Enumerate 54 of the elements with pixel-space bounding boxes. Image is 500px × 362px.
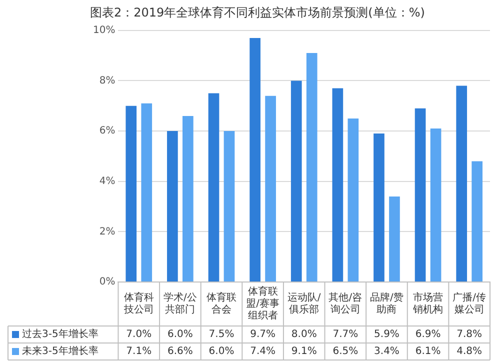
- x-tick-label: 其他/咨询公司: [328, 292, 362, 316]
- bar: [141, 103, 152, 282]
- y-tick-label: 0%: [99, 276, 116, 288]
- y-tick-label: 6%: [99, 126, 116, 137]
- bar: [182, 116, 194, 282]
- chart-title: 图表2：2019年全球体育不同利益实体市场前景预测(单位：%): [90, 5, 425, 20]
- x-tick-label: 广播/传媒公司: [452, 292, 486, 316]
- bar: [389, 196, 400, 282]
- data-label: 7.1%: [126, 346, 152, 358]
- bar: [306, 53, 318, 282]
- data-label: 6.6%: [167, 346, 193, 358]
- bar: [250, 38, 260, 282]
- x-tick-label: 学术/公共部门: [164, 292, 197, 316]
- data-label: 6.5%: [332, 346, 358, 358]
- data-label: 4.8%: [456, 346, 482, 358]
- y-tick-label: 2%: [99, 226, 116, 238]
- bar: [456, 86, 468, 282]
- bar: [472, 161, 483, 282]
- data-label: 8.0%: [291, 329, 317, 340]
- bar: [348, 118, 359, 282]
- data-label: 7.7%: [332, 329, 358, 340]
- data-label: 7.8%: [456, 329, 482, 340]
- data-label: 9.7%: [250, 329, 276, 340]
- x-tick-label: 体育联盟/赛事组织者: [246, 286, 280, 322]
- x-tick-label: 运动队/俱乐部: [287, 292, 322, 316]
- bar: [126, 106, 137, 282]
- data-label: 7.4%: [250, 346, 276, 358]
- bar: [414, 108, 426, 282]
- x-tick-label: 体育联合会: [206, 292, 236, 316]
- bar: [265, 96, 276, 282]
- data-label: 9.1%: [291, 346, 317, 358]
- y-tick-label: 4%: [99, 176, 116, 187]
- y-tick-label: 8%: [99, 75, 116, 86]
- data-label: 6.0%: [167, 329, 193, 340]
- data-label: 5.9%: [374, 329, 400, 340]
- bar: [290, 80, 302, 282]
- legend-label: 过去3-5年增长率: [22, 328, 98, 340]
- legend-label: 未来3-5年增长率: [22, 345, 98, 358]
- x-tick-label: 市场营销机构: [412, 292, 444, 316]
- data-label: 3.4%: [374, 346, 400, 358]
- bar: [430, 128, 442, 282]
- bar: [208, 93, 220, 282]
- bar: [224, 131, 235, 282]
- x-tick-label: 品牌/赞助商: [370, 292, 404, 316]
- y-tick-label: 10%: [92, 24, 116, 36]
- x-tick-label: 体育科技公司: [122, 292, 154, 316]
- data-label: 7.0%: [126, 329, 152, 340]
- data-label: 7.5%: [208, 329, 234, 340]
- bar: [374, 134, 384, 282]
- data-label: 6.1%: [415, 346, 441, 358]
- data-label: 6.9%: [415, 329, 441, 340]
- bar: [332, 88, 344, 282]
- bar: [167, 131, 178, 282]
- data-label: 6.0%: [208, 346, 234, 358]
